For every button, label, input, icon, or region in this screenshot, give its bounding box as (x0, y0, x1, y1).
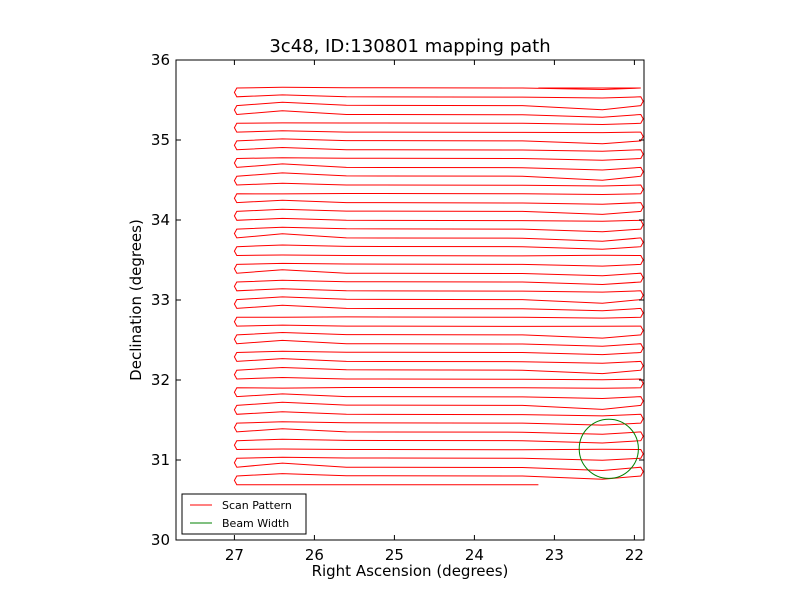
y-tick-label: 33 (151, 291, 170, 309)
y-tick-label: 36 (151, 51, 170, 69)
y-tick-label: 34 (151, 211, 170, 229)
legend-label-beam-width: Beam Width (222, 517, 289, 530)
legend-label-scan-pattern: Scan Pattern (222, 499, 292, 512)
y-tick-label: 30 (151, 531, 170, 549)
x-axis: 27 26 25 24 23 22 (225, 60, 644, 564)
x-tick-label: 25 (385, 546, 404, 564)
x-tick-label: 27 (225, 546, 244, 564)
x-tick-label: 26 (305, 546, 324, 564)
x-tick-label: 22 (625, 546, 644, 564)
chart-title: 3c48, ID:130801 mapping path (269, 36, 550, 57)
y-tick-label: 35 (151, 131, 170, 149)
x-axis-label: Right Ascension (degrees) (312, 562, 509, 580)
y-axis: 30 31 32 33 34 35 36 (151, 51, 644, 549)
y-axis-label: Declination (degrees) (127, 219, 145, 381)
beam-width-circle (578, 418, 639, 479)
legend: Scan Pattern Beam Width (181, 493, 307, 535)
x-tick-label: 24 (465, 546, 484, 564)
plot-area (175, 59, 645, 541)
y-tick-label: 32 (151, 371, 170, 389)
x-tick-label: 23 (545, 546, 564, 564)
legend-frame (181, 493, 307, 535)
plot-inner (233, 86, 644, 486)
scan-pattern-line (233, 86, 644, 486)
y-tick-label: 31 (151, 451, 170, 469)
